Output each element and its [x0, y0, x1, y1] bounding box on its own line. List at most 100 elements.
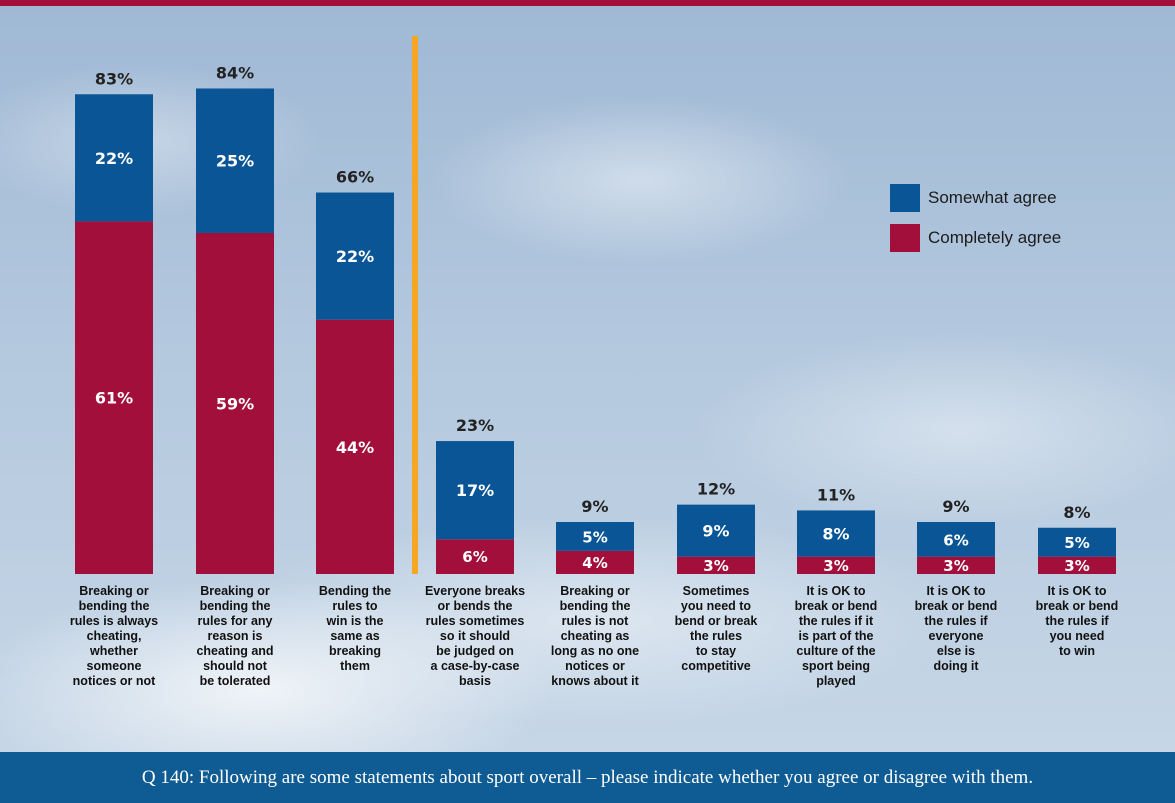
category-label-4: Breaking or bending the rules is not cheati… — [535, 584, 655, 689]
category-label-line: rules for any — [197, 614, 273, 628]
bar-somewhat-2 — [316, 192, 394, 320]
legend-label-completely: Completely agree — [928, 228, 1062, 247]
data-label-completely-0: 61% — [95, 389, 133, 408]
data-label-somewhat-8: 5% — [1064, 534, 1089, 552]
category-label-line: played — [816, 674, 856, 688]
legend-swatch-completely — [890, 224, 920, 252]
total-label-2: 66% — [336, 168, 374, 187]
category-label-line: doing it — [933, 659, 979, 673]
category-label-line: culture of the — [796, 644, 876, 658]
category-label-line: reason is — [207, 629, 263, 643]
bar-completely-3 — [436, 539, 514, 574]
data-label-somewhat-6: 8% — [822, 525, 849, 544]
category-label-line: be tolerated — [199, 674, 271, 688]
category-label-line: rules sometimes — [425, 614, 525, 628]
legend-swatch-somewhat — [890, 184, 920, 212]
category-label-line: basis — [459, 674, 491, 688]
bar-completely-4 — [556, 550, 634, 574]
data-label-completely-3: 6% — [462, 548, 487, 566]
category-label-line: same as — [330, 629, 380, 643]
category-label-line: break or bend — [1035, 599, 1119, 613]
category-label-line: them — [340, 659, 370, 673]
category-label-line: Everyone breaks — [424, 584, 526, 598]
category-label-line: long as no one — [550, 644, 640, 658]
category-label-line: It is OK to — [806, 584, 866, 598]
category-label-line: the rules if — [924, 614, 988, 628]
category-label-line: It is OK to — [1047, 584, 1107, 598]
total-label-1: 84% — [216, 63, 254, 82]
category-label-line: break or bend — [794, 599, 878, 613]
stacked-bar-chart: 61% 22% 83% 59% 25% 84% 44% 22% 66% 6% 17% 23% 4% 5% 9… — [75, 36, 1116, 575]
category-label-6: It is OK to break or bend the rules if it i… — [776, 584, 896, 689]
category-label-line: sport being — [801, 659, 871, 673]
category-label-5: Sometimes you need to bend or break the rul… — [656, 584, 776, 674]
data-label-somewhat-7: 6% — [943, 531, 968, 549]
total-label-4: 9% — [581, 497, 608, 516]
category-label-line: whether — [90, 644, 138, 658]
category-label-line: should not — [203, 659, 267, 673]
data-label-completely-6: 3% — [823, 557, 848, 575]
top-accent-bar — [0, 0, 1175, 6]
legend: Somewhat agree Completely agree — [890, 184, 1061, 264]
category-label-line: notices or not — [72, 674, 156, 688]
bar-somewhat-5 — [677, 504, 755, 557]
bar-completely-5 — [677, 556, 755, 574]
category-label-line: to win — [1058, 644, 1096, 658]
question-text: Q 140: Following are some statements abo… — [141, 766, 1034, 788]
category-label-line: Breaking or — [560, 584, 630, 598]
category-label-line: the rules — [689, 629, 743, 643]
data-label-completely-8: 3% — [1064, 557, 1089, 575]
bar-completely-2 — [316, 319, 394, 574]
data-label-somewhat-5: 9% — [702, 522, 729, 541]
category-label-3: Everyone breaks or bends the rules sometim… — [415, 584, 535, 689]
data-label-completely-1: 59% — [216, 394, 254, 413]
bar-somewhat-4 — [556, 521, 634, 551]
legend-item-completely: Completely agree — [890, 224, 1061, 252]
category-label-0: Breaking or bending the rules is always che… — [54, 584, 174, 689]
category-label-line: bend or break — [674, 614, 758, 628]
total-label-3: 23% — [456, 416, 494, 435]
category-label-line: cheating, — [86, 629, 142, 643]
data-label-somewhat-4: 5% — [582, 528, 607, 546]
category-label-line: Bending the — [318, 584, 392, 598]
category-label-line: rules is always — [69, 614, 159, 628]
category-label-line: It is OK to — [926, 584, 986, 598]
data-label-somewhat-3: 17% — [456, 481, 494, 500]
category-label-line: to stay — [695, 644, 737, 658]
category-label-line: the rules if — [1045, 614, 1109, 628]
category-label-line: Sometimes — [682, 584, 750, 598]
category-label-line: you need to — [680, 599, 752, 613]
data-label-completely-5: 3% — [703, 557, 728, 575]
category-label-line: so it should — [439, 629, 511, 643]
bar-somewhat-8 — [1038, 527, 1116, 557]
data-label-completely-2: 44% — [336, 438, 374, 457]
category-label-line: break or bend — [914, 599, 998, 613]
category-label-line: everyone — [928, 629, 984, 643]
category-label-line: Breaking or — [200, 584, 270, 598]
category-label-line: cheating as — [560, 629, 630, 643]
category-label-line: bending the — [78, 599, 150, 613]
category-label-line: bending the — [199, 599, 271, 613]
category-label-line: you need — [1049, 629, 1105, 643]
category-label-1: Breaking or bending the rules for any reaso… — [175, 584, 295, 689]
category-label-line: or bends the — [437, 599, 513, 613]
bar-somewhat-3 — [436, 441, 514, 540]
category-label-line: rules to — [332, 599, 378, 613]
category-label-line: knows about it — [551, 674, 639, 688]
total-label-5: 12% — [697, 480, 735, 499]
total-label-6: 11% — [817, 485, 855, 504]
category-label-line: notices or — [565, 659, 625, 673]
bar-completely-0 — [75, 221, 153, 575]
category-label-2: Bending the rules to win is the same as brea… — [295, 584, 415, 674]
category-label-line: cheating and — [196, 644, 274, 658]
category-label-line: someone — [86, 659, 142, 673]
legend-label-somewhat: Somewhat agree — [928, 188, 1057, 207]
total-label-7: 9% — [942, 497, 969, 516]
sky-background — [0, 0, 1175, 752]
data-label-completely-7: 3% — [943, 557, 968, 575]
legend-item-somewhat: Somewhat agree — [890, 184, 1061, 212]
bar-somewhat-7 — [917, 521, 995, 557]
data-label-completely-4: 4% — [582, 554, 607, 572]
category-label-line: bending the — [559, 599, 631, 613]
category-label-line: a case-by-case — [430, 659, 520, 673]
